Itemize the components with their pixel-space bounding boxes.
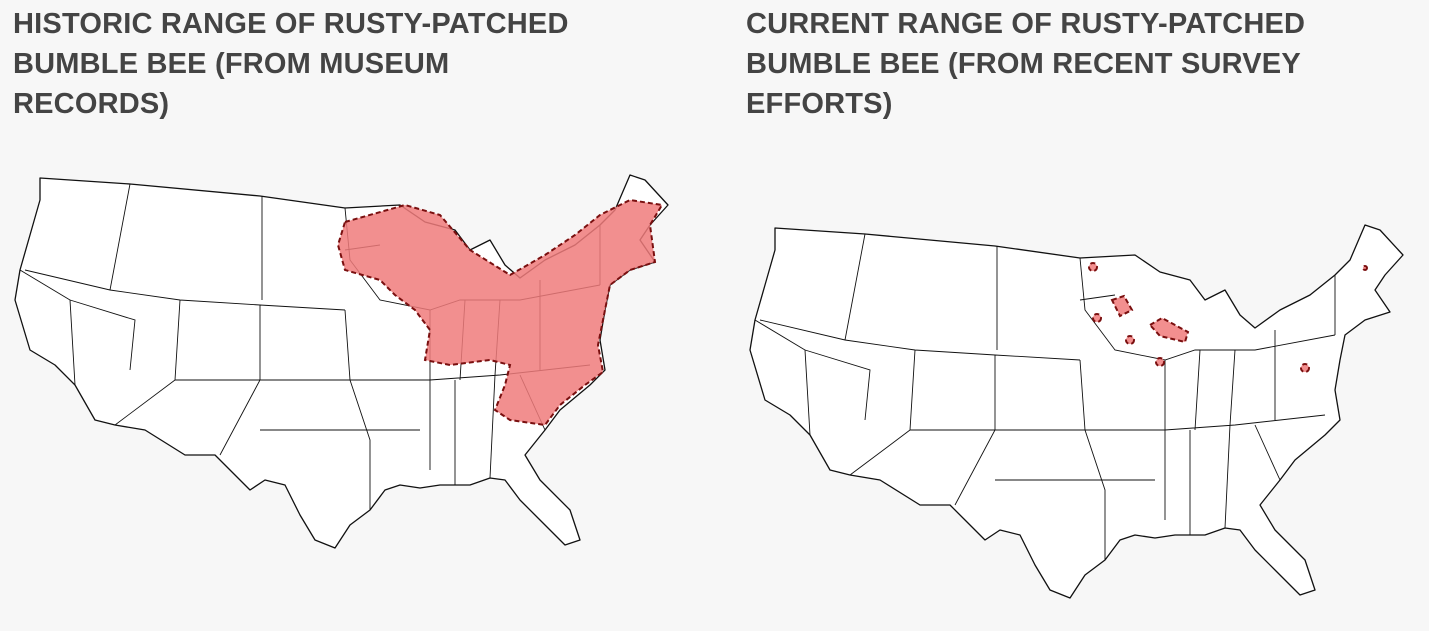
- map-title: HISTORIC RANGE OF RUSTY-PATCHED BUMBLE B…: [13, 8, 569, 120]
- us-map: [749, 224, 1404, 599]
- current-range: [1088, 262, 1368, 373]
- historic-range: [336, 198, 664, 427]
- map-title: CURRENT RANGE OF RUSTY-PATCHED BUMBLE BE…: [746, 8, 1306, 120]
